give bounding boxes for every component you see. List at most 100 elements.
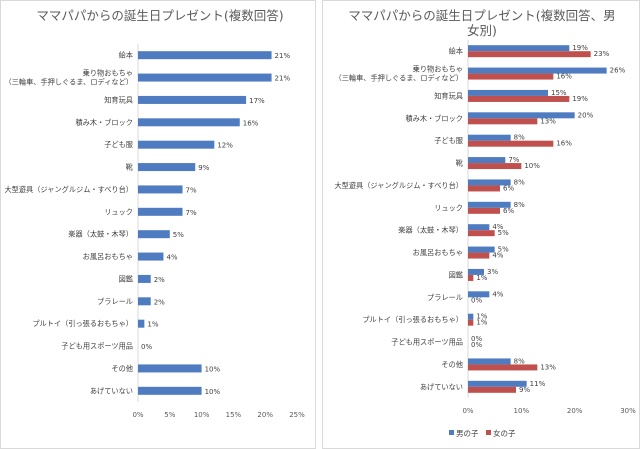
data-label: 16% xyxy=(556,140,572,148)
data-label: 13% xyxy=(540,363,556,371)
bar-s1 xyxy=(138,118,240,127)
chart-1-plot: 0% 5% 10% 15% 20% 25% 絵本 21% 乗り物おもちゃ（三輪車、手押しぐるま、… xyxy=(4,44,305,419)
legend-swatch-girls xyxy=(486,430,491,435)
data-label: 0% xyxy=(471,341,482,349)
category-label: 子ども服 xyxy=(434,136,463,145)
category-label: 積み木・ブロック xyxy=(75,118,133,127)
data-label: 16% xyxy=(556,73,572,81)
chart-2-title-line-2: 女別) xyxy=(467,23,497,38)
bar-s1 xyxy=(468,134,511,141)
data-label: 10% xyxy=(524,162,540,170)
category-label: プラレール xyxy=(97,297,133,306)
data-label: 1% xyxy=(476,313,487,321)
bar-s1 xyxy=(468,67,607,74)
data-label: 21% xyxy=(275,52,291,60)
data-label: 6% xyxy=(503,184,514,192)
data-label: 4% xyxy=(166,254,177,262)
bar-s2 xyxy=(468,51,591,58)
x-tick-label: 15% xyxy=(226,411,242,419)
category-label: その他 xyxy=(111,364,133,373)
data-label: 7% xyxy=(508,156,519,164)
category-label: 靴 xyxy=(456,159,463,168)
data-label: 8% xyxy=(514,178,525,186)
bar-s1 xyxy=(468,112,575,119)
data-label: 4% xyxy=(492,290,503,298)
data-label: 0% xyxy=(471,296,482,304)
bar-s2 xyxy=(468,386,516,393)
bar-s1 xyxy=(138,95,247,104)
data-label: 2% xyxy=(154,276,165,284)
category-label: 知育玩具 xyxy=(434,91,463,100)
data-label: 5% xyxy=(498,246,509,254)
data-label: 12% xyxy=(217,142,233,150)
bar-s1 xyxy=(468,224,490,231)
data-label: 13% xyxy=(540,117,556,125)
category-label: 図鑑 xyxy=(449,270,463,279)
data-label: 5% xyxy=(498,229,509,237)
data-label: 1% xyxy=(476,319,487,327)
x-tick-label: 0% xyxy=(132,411,143,419)
bar-s1 xyxy=(138,319,145,328)
data-label: 4% xyxy=(492,252,503,260)
data-label: 20% xyxy=(578,111,594,119)
category-label: 子ども服 xyxy=(104,140,133,149)
x-tick-label: 20% xyxy=(257,411,273,419)
bar-s1 xyxy=(468,313,474,320)
data-label: 10% xyxy=(205,388,221,396)
bar-s1 xyxy=(138,297,151,306)
data-label: 1% xyxy=(147,321,158,329)
bar-s2 xyxy=(468,230,495,237)
x-tick-label: 5% xyxy=(164,411,175,419)
category-label: 楽器（太鼓・木琴） xyxy=(398,226,463,235)
bar-s1 xyxy=(468,201,511,208)
data-label: 17% xyxy=(249,97,265,105)
bar-s2 xyxy=(468,118,538,125)
bar-s2 xyxy=(468,140,554,147)
bar-s2 xyxy=(468,163,522,170)
bar-s2 xyxy=(468,207,500,214)
data-label: 23% xyxy=(594,50,610,58)
x-tick-label: 10% xyxy=(194,411,210,419)
data-label: 9% xyxy=(519,386,530,394)
bar-s1 xyxy=(468,179,511,186)
data-label: 26% xyxy=(610,67,626,75)
data-label: 8% xyxy=(514,201,525,209)
data-label: 6% xyxy=(503,207,514,215)
data-label: 7% xyxy=(186,209,197,217)
chart-1-title: ママパパからの誕生日プレゼント(複数回答) xyxy=(36,8,283,23)
data-label: 9% xyxy=(198,164,209,172)
category-label: お風呂おもちゃ xyxy=(413,248,463,257)
legend-label-girls: 女の子 xyxy=(493,428,516,438)
bar-s1 xyxy=(468,358,511,365)
data-label: 2% xyxy=(154,298,165,306)
bar-s1 xyxy=(138,73,272,82)
data-label: 0% xyxy=(471,335,482,343)
bar-s1 xyxy=(138,207,183,216)
category-label: プルトイ（引っ張るおもちゃ） xyxy=(362,315,463,324)
category-label: リュック xyxy=(104,207,133,216)
category-label: プルトイ（引っ張るおもちゃ） xyxy=(32,319,133,328)
bar-s1 xyxy=(138,51,272,60)
bar-s1 xyxy=(468,268,484,275)
bar-s2 xyxy=(468,364,538,371)
data-label: 15% xyxy=(551,89,567,97)
bar-s2 xyxy=(468,319,474,326)
legend-swatch-boys xyxy=(449,430,454,435)
category-label: 子ども用スポーツ用品 xyxy=(391,338,463,347)
legend-label-boys: 男の子 xyxy=(456,429,479,438)
category-label: 積み木・ブロック xyxy=(405,114,463,123)
data-label: 5% xyxy=(173,231,184,239)
data-label: 11% xyxy=(530,380,546,388)
bar-s2 xyxy=(468,252,490,259)
data-label: 8% xyxy=(514,357,525,365)
data-label: 10% xyxy=(205,365,221,373)
data-label: 3% xyxy=(487,268,498,276)
chart-2-title-line-1: ママパパからの誕生日プレゼント(複数回答、男 xyxy=(348,8,615,23)
data-label: 16% xyxy=(243,119,259,127)
x-tick-label: 20% xyxy=(567,407,583,415)
data-label: 19% xyxy=(572,95,588,103)
bar-s2 xyxy=(468,73,554,80)
bar-s1 xyxy=(468,157,506,164)
data-label: 7% xyxy=(186,186,197,194)
bar-s1 xyxy=(138,185,183,194)
